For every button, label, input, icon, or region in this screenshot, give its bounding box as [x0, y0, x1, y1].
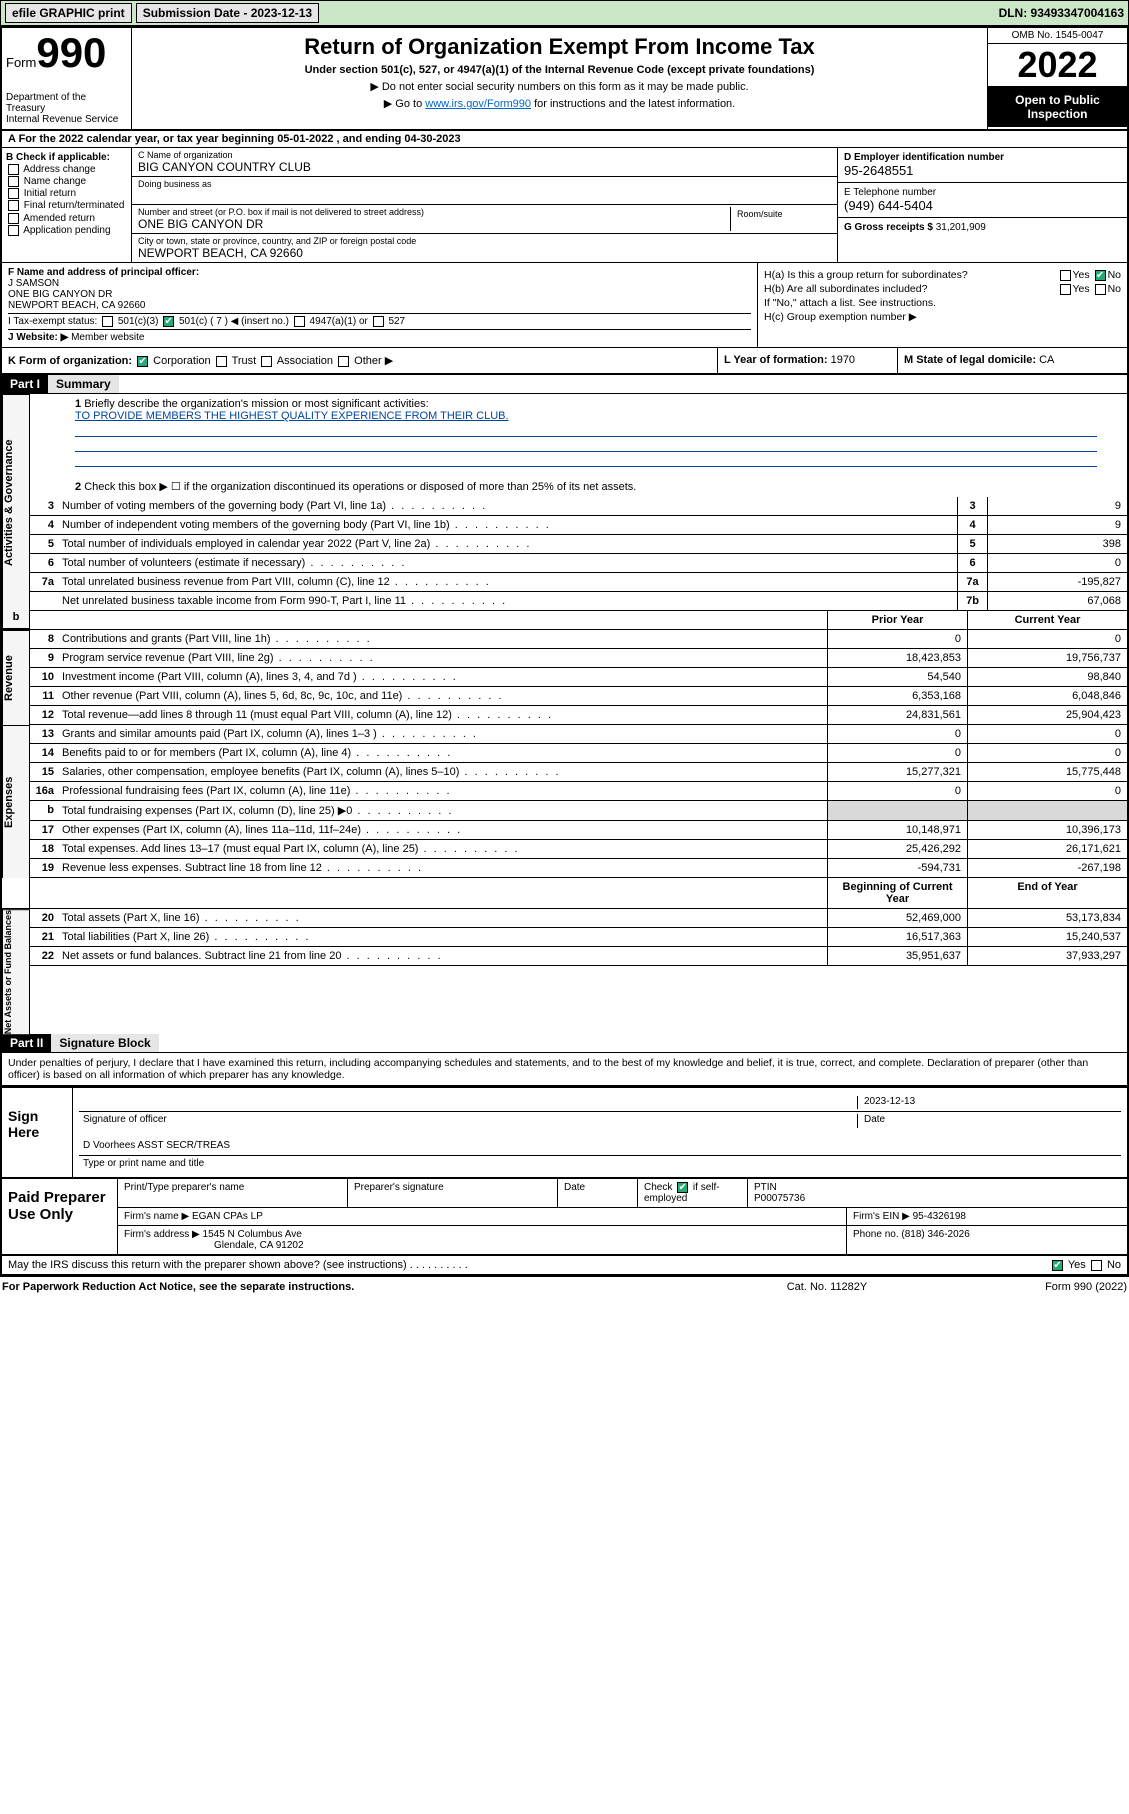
row-k: K Form of organization: Corporation Trus…: [2, 348, 1127, 375]
irs-label: Internal Revenue Service: [6, 114, 127, 125]
ptin: P00075736: [754, 1193, 805, 1204]
website: Member website: [71, 332, 144, 343]
may-irs-discuss: May the IRS discuss this return with the…: [2, 1256, 1127, 1275]
top-bar: efile GRAPHIC print Submission Date - 20…: [0, 0, 1129, 26]
mission-text: TO PROVIDE MEMBERS THE HIGHEST QUALITY E…: [75, 410, 509, 422]
firm-phone: (818) 346-2026: [901, 1229, 969, 1240]
chk-app-pending[interactable]: Application pending: [6, 225, 127, 236]
col-d-ein-tel: D Employer identification number 95-2648…: [837, 148, 1127, 262]
submission-date: Submission Date - 2023-12-13: [136, 3, 319, 23]
summary-line: 6Total number of volunteers (estimate if…: [30, 554, 1127, 573]
ein: 95-2648551: [844, 163, 1121, 178]
form-container: Form990 Department of the Treasury Inter…: [0, 26, 1129, 1277]
row-fgh: F Name and address of principal officer:…: [2, 263, 1127, 348]
summary-line: 13Grants and similar amounts paid (Part …: [30, 725, 1127, 744]
org-address: ONE BIG CANYON DR: [138, 217, 730, 231]
summary-line: 8Contributions and grants (Part VIII, li…: [30, 630, 1127, 649]
col-c-org-info: C Name of organization BIG CANYON COUNTR…: [132, 148, 837, 262]
summary-line: 7aTotal unrelated business revenue from …: [30, 573, 1127, 592]
form-header: Form990 Department of the Treasury Inter…: [2, 28, 1127, 131]
section-governance: Activities & Governance 1 Briefly descri…: [2, 394, 1127, 611]
chk-final-return[interactable]: Final return/terminated: [6, 200, 127, 211]
summary-line: 14Benefits paid to or for members (Part …: [30, 744, 1127, 763]
sig-date: 2023-12-13: [857, 1096, 1117, 1109]
chk-name-change[interactable]: Name change: [6, 176, 127, 187]
summary-line: 16aProfessional fundraising fees (Part I…: [30, 782, 1127, 801]
sign-here-block: Sign Here 2023-12-13 Signature of office…: [2, 1086, 1127, 1177]
note-ssn: ▶ Do not enter social security numbers o…: [142, 80, 977, 93]
form-title: Return of Organization Exempt From Incom…: [142, 34, 977, 60]
row-a-tax-year: A For the 2022 calendar year, or tax yea…: [2, 131, 1127, 148]
chk-address-change[interactable]: Address change: [6, 164, 127, 175]
tax-year: 2022: [988, 44, 1127, 87]
gross-receipts: 31,201,909: [936, 222, 986, 233]
dln: DLN: 93493347004163: [999, 6, 1124, 20]
chk-amended[interactable]: Amended return: [6, 213, 127, 224]
note-link: ▶ Go to www.irs.gov/Form990 for instruct…: [142, 97, 977, 110]
form-number: 990: [36, 29, 106, 76]
irs-link[interactable]: www.irs.gov/Form990: [425, 98, 531, 110]
year-formation: 1970: [831, 354, 855, 366]
summary-line: 18Total expenses. Add lines 13–17 (must …: [30, 840, 1127, 859]
firm-name: EGAN CPAs LP: [192, 1211, 263, 1222]
two-col-header-1: b Prior Year Current Year: [2, 611, 1127, 630]
summary-line: 17Other expenses (Part IX, column (A), l…: [30, 821, 1127, 840]
room-suite-label: Room/suite: [731, 207, 831, 231]
summary-line: 5Total number of individuals employed in…: [30, 535, 1127, 554]
section-expenses: Expenses 13Grants and similar amounts pa…: [2, 725, 1127, 878]
col-b-checkboxes: B Check if applicable: Address change Na…: [2, 148, 132, 262]
summary-line: 9Program service revenue (Part VIII, lin…: [30, 649, 1127, 668]
chk-501c[interactable]: [163, 316, 174, 327]
summary-line: 4Number of independent voting members of…: [30, 516, 1127, 535]
part-ii-header: Part IISignature Block: [2, 1034, 1127, 1053]
summary-line: bTotal fundraising expenses (Part IX, co…: [30, 801, 1127, 821]
officer-name: J SAMSON: [8, 278, 751, 289]
summary-line: 10Investment income (Part VIII, column (…: [30, 668, 1127, 687]
two-col-header-2: Beginning of Current Year End of Year: [2, 878, 1127, 909]
officer-typed-name: D Voorhees ASST SECR/TREAS: [83, 1140, 1117, 1153]
page-footer: For Paperwork Reduction Act Notice, see …: [0, 1277, 1129, 1297]
section-bcde: B Check if applicable: Address change Na…: [2, 148, 1127, 263]
paid-preparer-block: Paid Preparer Use Only Print/Type prepar…: [2, 1177, 1127, 1256]
summary-line: 20Total assets (Part X, line 16)52,469,0…: [30, 909, 1127, 928]
dept-treasury: Department of the Treasury: [6, 92, 127, 114]
firm-ein: 95-4326198: [913, 1211, 966, 1222]
summary-line: Net unrelated business taxable income fr…: [30, 592, 1127, 611]
open-to-public: Open to Public Inspection: [988, 87, 1127, 127]
summary-line: 3Number of voting members of the governi…: [30, 497, 1127, 516]
summary-line: 19Revenue less expenses. Subtract line 1…: [30, 859, 1127, 878]
org-name: BIG CANYON COUNTRY CLUB: [138, 160, 831, 174]
chk-initial-return[interactable]: Initial return: [6, 188, 127, 199]
firm-addr: 1545 N Columbus Ave: [203, 1229, 302, 1240]
org-city: NEWPORT BEACH, CA 92660: [138, 246, 831, 260]
section-revenue: Revenue 8Contributions and grants (Part …: [2, 630, 1127, 725]
penalty-statement: Under penalties of perjury, I declare th…: [2, 1053, 1127, 1086]
form-subtitle: Under section 501(c), 527, or 4947(a)(1)…: [142, 64, 977, 76]
summary-line: 15Salaries, other compensation, employee…: [30, 763, 1127, 782]
section-net-assets: Net Assets or Fund Balances 20Total asse…: [2, 909, 1127, 1034]
summary-line: 12Total revenue—add lines 8 through 11 (…: [30, 706, 1127, 725]
efile-print-button[interactable]: efile GRAPHIC print: [5, 3, 132, 23]
summary-line: 11Other revenue (Part VIII, column (A), …: [30, 687, 1127, 706]
summary-line: 21Total liabilities (Part X, line 26)16,…: [30, 928, 1127, 947]
form-word: Form: [6, 55, 36, 70]
omb-number: OMB No. 1545-0047: [988, 28, 1127, 44]
part-i-header: Part ISummary: [2, 375, 1127, 394]
telephone: (949) 644-5404: [844, 198, 1121, 213]
summary-line: 22Net assets or fund balances. Subtract …: [30, 947, 1127, 966]
chk-corporation[interactable]: [137, 356, 148, 367]
state-domicile: CA: [1039, 354, 1054, 366]
